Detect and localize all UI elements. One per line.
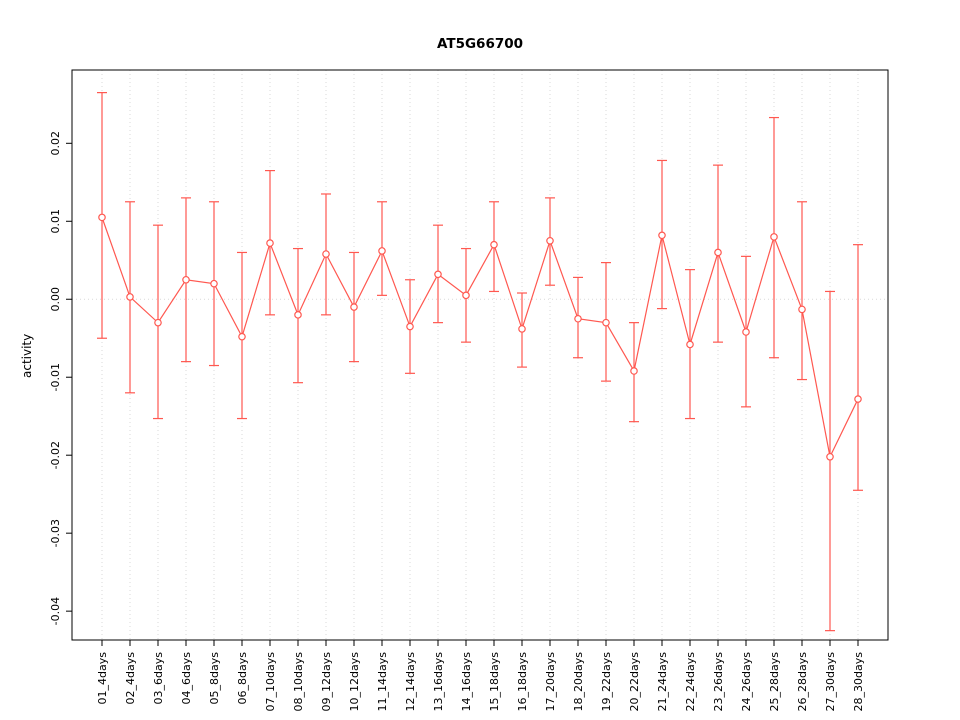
x-tick-label: 02_4days xyxy=(124,652,137,705)
x-tick-label: 13_16days xyxy=(432,652,445,712)
x-tick-label: 20_22days xyxy=(628,652,641,712)
x-tick-label: 04_6days xyxy=(180,652,193,705)
x-tick-label: 25_28days xyxy=(768,652,781,712)
data-point xyxy=(686,340,694,349)
data-point xyxy=(266,239,274,247)
data-point xyxy=(350,303,358,311)
x-tick-label: 27_30days xyxy=(824,652,837,712)
x-tick-label: 21_24days xyxy=(656,652,669,712)
x-tick-label: 10_12days xyxy=(348,652,361,712)
data-point xyxy=(126,293,134,301)
data-point xyxy=(322,250,330,258)
x-tick-label: 26_28days xyxy=(796,652,809,712)
data-point xyxy=(490,240,498,249)
x-tick-label: 16_18days xyxy=(516,652,529,712)
data-point xyxy=(630,367,638,375)
x-tick-label: 23_26days xyxy=(712,652,725,712)
data-point xyxy=(238,332,246,341)
y-tick-label: -0.04 xyxy=(49,597,62,625)
data-point xyxy=(574,314,582,323)
y-tick-label: -0.03 xyxy=(49,519,62,547)
x-tick-label: 28_30days xyxy=(852,652,865,712)
data-point xyxy=(182,275,190,284)
data-point xyxy=(518,325,526,333)
y-tick-label: 0.00 xyxy=(49,287,62,312)
data-point xyxy=(294,311,302,319)
x-tick-label: 01_4days xyxy=(96,652,109,705)
data-point xyxy=(406,322,414,331)
y-tick-label: -0.02 xyxy=(49,441,62,469)
x-tick-label: 11_14days xyxy=(376,652,389,712)
data-point xyxy=(854,395,862,403)
data-point xyxy=(154,318,162,327)
data-point xyxy=(434,270,442,279)
x-tick-label: 18_20days xyxy=(572,652,585,712)
x-tick-label: 08_10days xyxy=(292,652,305,712)
x-tick-label: 19_22days xyxy=(600,652,613,712)
x-tick-label: 03_6days xyxy=(152,652,165,705)
data-point xyxy=(462,291,470,300)
data-point xyxy=(798,305,806,314)
x-tick-label: 15_18days xyxy=(488,652,501,712)
plot-border xyxy=(71,69,889,641)
data-point xyxy=(98,213,106,222)
data-point xyxy=(658,231,666,240)
x-tick-label: 12_14days xyxy=(404,652,417,712)
data-point xyxy=(770,233,778,241)
y-tick-label: 0.02 xyxy=(49,131,62,156)
y-tick-label: -0.01 xyxy=(49,363,62,391)
data-point xyxy=(742,328,750,336)
data-point xyxy=(378,247,386,255)
x-tick-label: 09_12days xyxy=(320,652,333,712)
x-tick-label: 22_24days xyxy=(684,652,697,712)
x-tick-label: 05_8days xyxy=(208,652,221,705)
data-point xyxy=(210,279,218,288)
y-tick-label: 0.01 xyxy=(49,209,62,234)
data-point xyxy=(602,318,610,327)
x-tick-label: 14_16days xyxy=(460,652,473,712)
data-point xyxy=(546,236,554,245)
x-tick-label: 06_8days xyxy=(236,652,249,705)
x-tick-label: 07_10days xyxy=(264,652,277,712)
x-tick-label: 24_26days xyxy=(740,652,753,712)
x-tick-label: 17_20days xyxy=(544,652,557,712)
data-point xyxy=(826,452,834,461)
series-line xyxy=(101,217,859,459)
data-point xyxy=(714,248,722,257)
chart-title: AT5G66700 xyxy=(436,36,524,52)
